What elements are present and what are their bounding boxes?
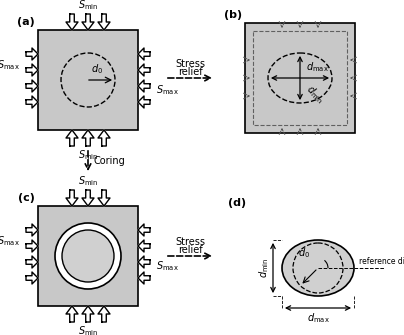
Text: Stress: Stress	[175, 237, 205, 247]
Text: $S_{\max}$: $S_{\max}$	[156, 83, 179, 97]
Text: (c): (c)	[18, 193, 35, 203]
Text: (b): (b)	[224, 10, 242, 20]
Polygon shape	[26, 48, 38, 60]
Polygon shape	[138, 272, 150, 284]
Polygon shape	[98, 14, 110, 30]
Text: Stress: Stress	[175, 59, 205, 69]
Text: reference direction: reference direction	[359, 257, 404, 266]
Circle shape	[62, 230, 114, 282]
Polygon shape	[138, 48, 150, 60]
Polygon shape	[26, 240, 38, 252]
Polygon shape	[82, 130, 94, 146]
Polygon shape	[26, 80, 38, 92]
Polygon shape	[66, 130, 78, 146]
Polygon shape	[82, 14, 94, 30]
Text: (d): (d)	[228, 198, 246, 208]
Polygon shape	[82, 306, 94, 322]
Text: $d_{\max}$: $d_{\max}$	[307, 311, 329, 325]
Polygon shape	[26, 272, 38, 284]
Text: $S_{\max}$: $S_{\max}$	[0, 234, 20, 248]
Polygon shape	[138, 80, 150, 92]
Text: $S_{\min}$: $S_{\min}$	[78, 324, 98, 335]
Bar	[253, 31, 347, 125]
Polygon shape	[138, 96, 150, 108]
Polygon shape	[26, 256, 38, 268]
Polygon shape	[66, 190, 78, 206]
Text: $d_0$: $d_0$	[91, 62, 103, 76]
Bar	[38, 30, 138, 130]
Text: $d_{\min}$: $d_{\min}$	[303, 82, 327, 106]
Polygon shape	[66, 306, 78, 322]
Text: (a): (a)	[17, 17, 35, 27]
Bar	[38, 206, 138, 306]
Text: $S_{\min}$: $S_{\min}$	[78, 0, 98, 12]
Text: $\theta$: $\theta$	[331, 277, 339, 289]
Circle shape	[55, 223, 121, 289]
Text: relief: relief	[178, 67, 202, 77]
Text: $d_{\max}$: $d_{\max}$	[306, 60, 329, 74]
Polygon shape	[82, 190, 94, 206]
Polygon shape	[98, 190, 110, 206]
Polygon shape	[98, 306, 110, 322]
Text: $S_{\max}$: $S_{\max}$	[156, 259, 179, 273]
Text: $d_{\min}$: $d_{\min}$	[257, 258, 271, 278]
Polygon shape	[26, 64, 38, 76]
Polygon shape	[138, 256, 150, 268]
Polygon shape	[66, 14, 78, 30]
Polygon shape	[26, 96, 38, 108]
Polygon shape	[138, 240, 150, 252]
Text: $S_{\min}$: $S_{\min}$	[78, 174, 98, 188]
Polygon shape	[26, 224, 38, 236]
Text: $S_{\min}$: $S_{\min}$	[78, 148, 98, 162]
Polygon shape	[98, 130, 110, 146]
Text: relief: relief	[178, 245, 202, 255]
Text: Coring: Coring	[93, 156, 125, 166]
Text: $d_0$: $d_0$	[298, 246, 310, 260]
Polygon shape	[138, 64, 150, 76]
Text: $S_{\max}$: $S_{\max}$	[0, 58, 20, 72]
Polygon shape	[138, 224, 150, 236]
Bar	[245, 23, 355, 133]
Ellipse shape	[282, 240, 354, 296]
